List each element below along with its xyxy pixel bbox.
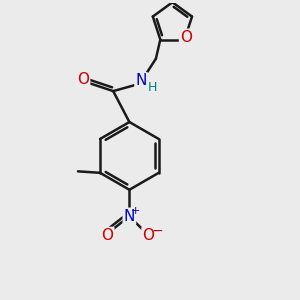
Text: −: − <box>152 224 163 238</box>
Text: +: + <box>131 206 141 216</box>
Text: O: O <box>180 30 192 45</box>
Text: O: O <box>142 228 154 243</box>
Text: H: H <box>147 81 157 94</box>
Text: N: N <box>136 73 147 88</box>
Text: N: N <box>124 209 135 224</box>
Text: O: O <box>77 72 89 87</box>
Text: O: O <box>101 228 113 243</box>
